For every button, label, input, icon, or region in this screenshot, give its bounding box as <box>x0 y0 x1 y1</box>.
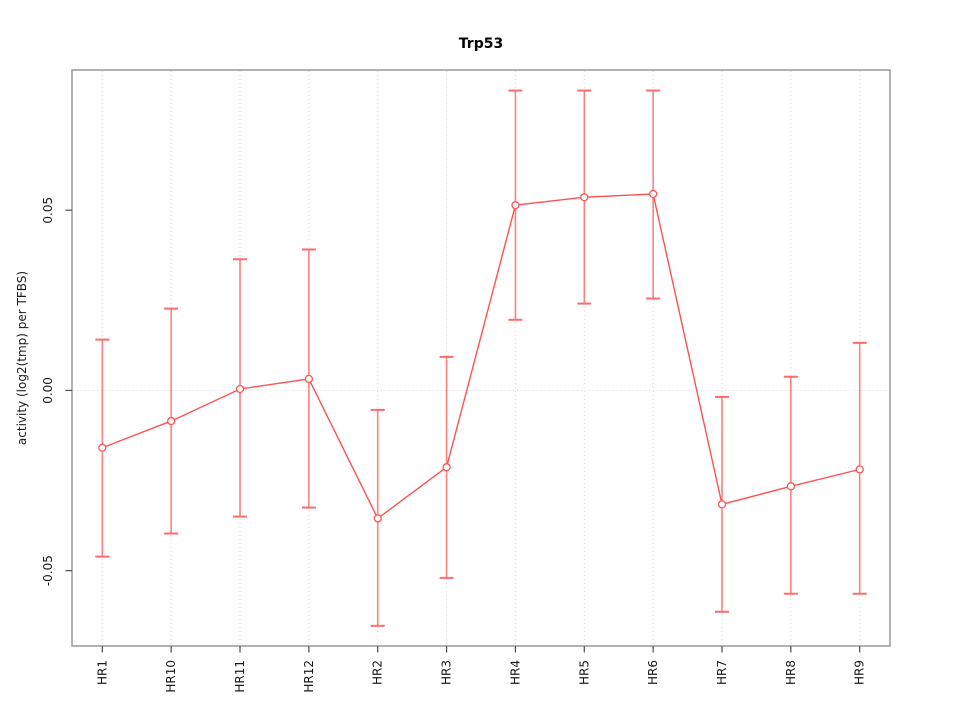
y-tick-label: 0.00 <box>41 377 55 404</box>
x-tick-label: HR9 <box>853 660 867 685</box>
plot-box <box>71 69 891 647</box>
data-point-marker <box>648 189 658 199</box>
data-point-marker <box>442 463 451 472</box>
data-point-marker <box>717 500 727 509</box>
data-point-marker <box>373 514 382 523</box>
data-point-marker <box>786 482 795 491</box>
data-point-marker <box>167 416 176 426</box>
x-tick-label: HR5 <box>577 660 591 685</box>
data-series <box>95 89 867 627</box>
x-tick-label: HR11 <box>233 660 247 693</box>
x-tick-label: HR4 <box>508 660 522 685</box>
x-tick-label: HR7 <box>715 660 729 685</box>
y-tick-label: 0.05 <box>41 197 55 224</box>
data-point-marker <box>304 374 314 384</box>
data-point-marker <box>580 193 589 202</box>
x-tick-label: HR3 <box>440 660 454 685</box>
chart-title: Trp53 <box>459 36 503 52</box>
data-point-marker <box>98 443 107 452</box>
x-tick-label: HR8 <box>784 660 798 685</box>
x-tick-label: HR1 <box>95 660 109 685</box>
data-point-marker <box>511 201 520 210</box>
data-point-marker <box>235 384 245 394</box>
plot-frame <box>71 69 891 647</box>
data-point-marker <box>855 465 864 474</box>
x-tick-label: HR6 <box>646 660 660 685</box>
gridlines <box>73 71 889 645</box>
x-tick-label: HR2 <box>371 660 385 685</box>
y-axis-label: activity (log2(tmp) per TFBS) <box>15 271 29 445</box>
x-tick-label: HR10 <box>164 660 178 693</box>
x-tick-label: HR12 <box>302 660 316 693</box>
series-line <box>102 193 860 520</box>
axes: -0.05 0.00 0.05 HR1 HR10 HR11 HR12 HR2 HR3 HR4 HR5… <box>41 197 867 693</box>
y-tick-label: -0.05 <box>41 555 55 586</box>
